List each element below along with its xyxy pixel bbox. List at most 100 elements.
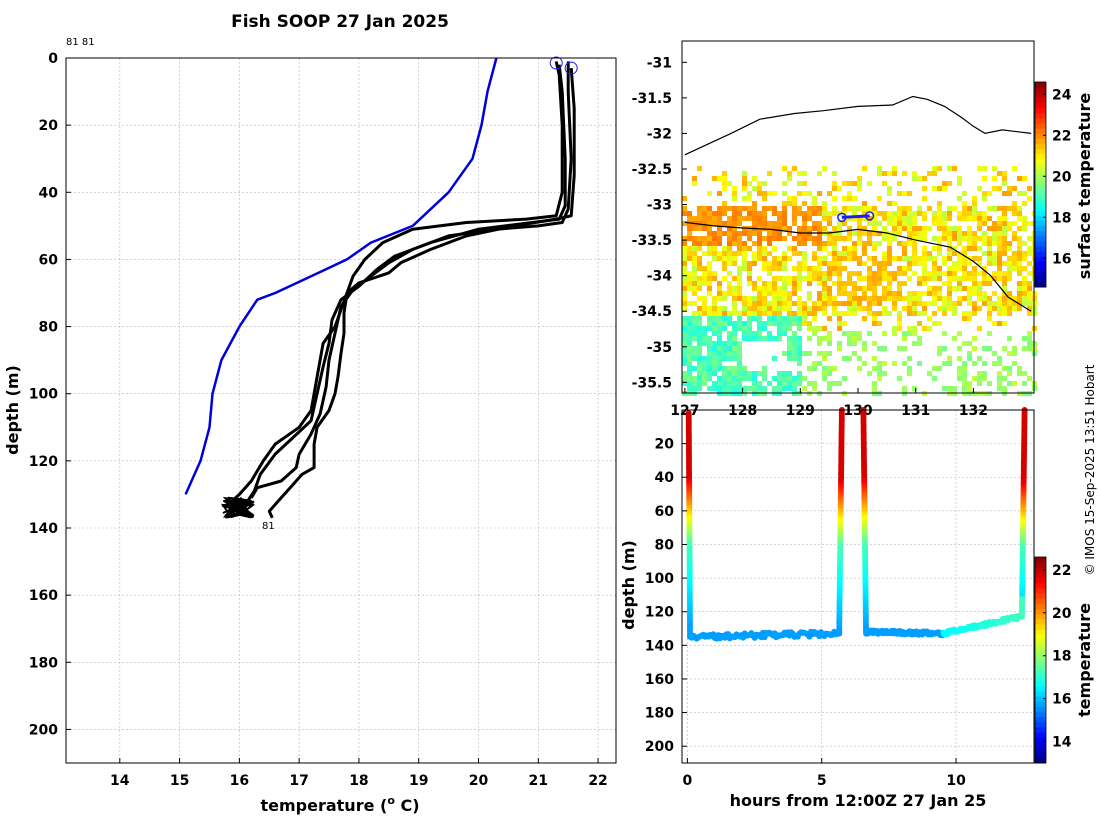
sst-pixel bbox=[817, 256, 822, 261]
sst-pixel bbox=[992, 291, 997, 296]
sst-pixel bbox=[702, 371, 707, 376]
sst-pixel bbox=[732, 216, 737, 221]
sst-pixel bbox=[717, 366, 722, 371]
sst-pixel bbox=[792, 376, 797, 381]
sst-pixel bbox=[752, 186, 757, 191]
sst-pixel bbox=[962, 206, 967, 211]
sst-pixel bbox=[897, 281, 902, 286]
sst-pixel bbox=[952, 251, 957, 256]
sst-pixel bbox=[847, 191, 852, 196]
sst-pixel bbox=[732, 306, 737, 311]
sst-pixel bbox=[962, 201, 967, 206]
sst-pixel bbox=[742, 256, 747, 261]
sst-pixel bbox=[822, 206, 827, 211]
sst-pixel bbox=[847, 196, 852, 201]
sst-pixel bbox=[947, 271, 952, 276]
sst-pixel bbox=[947, 356, 952, 361]
sst-pixel bbox=[717, 216, 722, 221]
sst-pixel bbox=[777, 266, 782, 271]
sst-pixel bbox=[987, 306, 992, 311]
sst-pixel bbox=[1007, 336, 1012, 341]
sst-pixel bbox=[697, 361, 702, 366]
sst-pixel bbox=[772, 281, 777, 286]
sst-pixel bbox=[797, 271, 802, 276]
sst-pixel bbox=[712, 246, 717, 251]
sst-pixel bbox=[757, 231, 762, 236]
colorbar-segment bbox=[1035, 685, 1046, 692]
sst-pixel bbox=[737, 366, 742, 371]
sst-pixel bbox=[837, 286, 842, 291]
sst-pixel bbox=[752, 176, 757, 181]
sst-pixel bbox=[857, 221, 862, 226]
sst-pixel bbox=[1012, 351, 1017, 356]
sst-pixel bbox=[912, 301, 917, 306]
sst-pixel bbox=[942, 386, 947, 391]
sst-pixel bbox=[987, 276, 992, 281]
colorbar-segment bbox=[1035, 102, 1046, 109]
sst-pixel bbox=[892, 221, 897, 226]
sst-pixel bbox=[702, 296, 707, 301]
map-x-tick-label: 131 bbox=[901, 403, 930, 419]
sst-pixel bbox=[762, 286, 767, 291]
sst-pixel bbox=[972, 281, 977, 286]
sst-pixel bbox=[702, 366, 707, 371]
sst-pixel bbox=[762, 371, 767, 376]
sst-pixel bbox=[907, 366, 912, 371]
sst-pixel bbox=[822, 291, 827, 296]
sst-pixel bbox=[1002, 221, 1007, 226]
sst-pixel bbox=[842, 246, 847, 251]
sst-pixel bbox=[747, 316, 752, 321]
sst-pixel bbox=[852, 306, 857, 311]
sst-pixel bbox=[767, 321, 772, 326]
sst-pixel bbox=[1027, 186, 1032, 191]
sst-pixel bbox=[867, 371, 872, 376]
sst-pixel bbox=[847, 281, 852, 286]
sst-pixel bbox=[937, 186, 942, 191]
sst-pixel bbox=[927, 316, 932, 321]
sst-pixel bbox=[772, 236, 777, 241]
sst-pixel bbox=[812, 366, 817, 371]
sst-pixel bbox=[1007, 186, 1012, 191]
sst-pixel bbox=[727, 246, 732, 251]
sst-pixel bbox=[762, 311, 767, 316]
sst-pixel bbox=[947, 211, 952, 216]
colorbar-segment bbox=[1035, 603, 1046, 609]
sst-pixel bbox=[697, 221, 702, 226]
sst-pixel bbox=[987, 216, 992, 221]
sst-pixel bbox=[957, 256, 962, 261]
sst-pixel bbox=[887, 216, 892, 221]
sst-pixel bbox=[1022, 301, 1027, 306]
sst-pixel bbox=[947, 301, 952, 306]
sst-pixel bbox=[912, 236, 917, 241]
sst-pixel bbox=[757, 331, 762, 336]
sst-pixel bbox=[922, 216, 927, 221]
colorbar-segment bbox=[1035, 271, 1046, 278]
sst-pixel bbox=[982, 166, 987, 171]
sst-pixel bbox=[832, 251, 837, 256]
shelf-contour bbox=[684, 221, 1032, 312]
sst-pixel bbox=[927, 301, 932, 306]
sst-pixel bbox=[972, 361, 977, 366]
sst-pixel bbox=[787, 201, 792, 206]
sst-pixel bbox=[737, 321, 742, 326]
sst-pixel bbox=[822, 371, 827, 376]
sst-pixel bbox=[852, 331, 857, 336]
sst-pixel bbox=[712, 311, 717, 316]
sst-pixel bbox=[752, 386, 757, 391]
sst-pixel bbox=[1002, 281, 1007, 286]
sst-pixel bbox=[812, 301, 817, 306]
sst-pixel bbox=[857, 356, 862, 361]
sst-pixel bbox=[757, 291, 762, 296]
colorbar-segment bbox=[1035, 634, 1046, 640]
sst-pixel bbox=[712, 216, 717, 221]
sst-pixel bbox=[682, 211, 687, 216]
sst-pixel bbox=[872, 366, 877, 371]
colorbar-tick-label: 14 bbox=[1052, 735, 1072, 751]
sst-pixel bbox=[722, 296, 727, 301]
sst-pixel bbox=[1012, 236, 1017, 241]
sst-pixel bbox=[832, 311, 837, 316]
sst-pixel bbox=[957, 196, 962, 201]
sst-pixel bbox=[697, 216, 702, 221]
sst-pixel bbox=[852, 251, 857, 256]
